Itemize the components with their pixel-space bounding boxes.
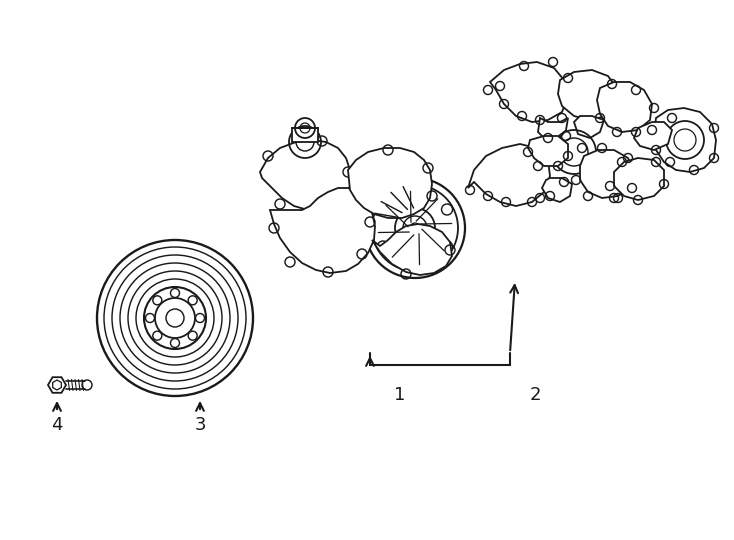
- Text: 3: 3: [195, 416, 206, 434]
- Polygon shape: [634, 122, 672, 150]
- Polygon shape: [468, 144, 550, 206]
- Polygon shape: [528, 136, 568, 166]
- Polygon shape: [654, 108, 716, 172]
- Polygon shape: [558, 70, 618, 120]
- Text: 4: 4: [51, 416, 62, 434]
- Polygon shape: [48, 377, 66, 393]
- Polygon shape: [490, 62, 568, 122]
- Polygon shape: [574, 116, 604, 138]
- Polygon shape: [348, 148, 432, 218]
- Polygon shape: [260, 140, 350, 210]
- Polygon shape: [597, 82, 652, 132]
- Polygon shape: [614, 158, 664, 200]
- Polygon shape: [542, 178, 572, 202]
- Polygon shape: [538, 118, 568, 140]
- Polygon shape: [292, 128, 318, 142]
- Polygon shape: [580, 150, 634, 198]
- Text: 1: 1: [394, 386, 406, 404]
- Text: 2: 2: [529, 386, 541, 404]
- Polygon shape: [372, 224, 452, 275]
- Polygon shape: [270, 188, 375, 273]
